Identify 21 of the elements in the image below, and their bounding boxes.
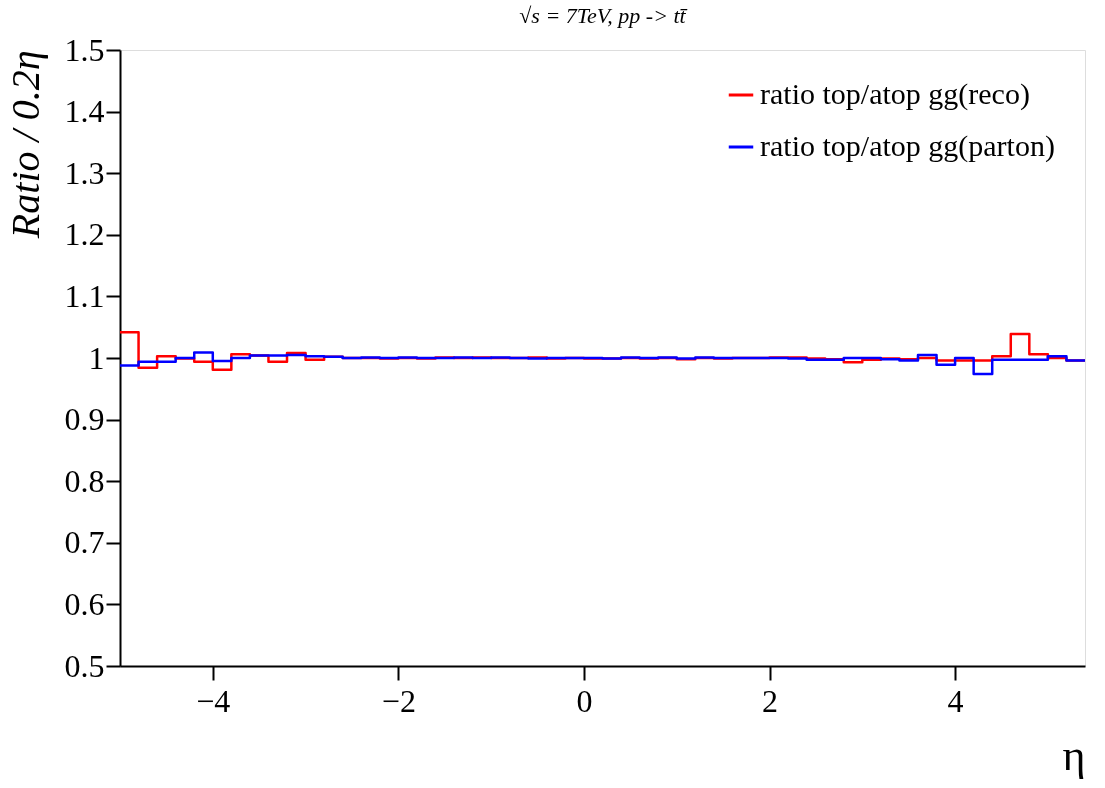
y-tick-label: 1.5 [64,31,105,68]
y-tick-label: 0.6 [64,585,105,622]
x-tick-label: −2 [381,682,416,719]
y-tick-label: 1.4 [64,93,105,130]
y-tick-label: 1 [88,339,105,376]
y-tick-label: 0.5 [64,647,105,684]
y-axis-title: Ratio / 0.2η [2,50,48,240]
y-tick-label: 1.2 [64,216,105,253]
y-tick-label: 1.1 [64,277,105,314]
y-tick-label: 1.3 [64,154,105,191]
x-tick-label: 2 [762,682,779,719]
legend-label: ratio top/atop gg(reco) [760,77,1030,111]
y-tick-label: 0.7 [64,524,105,561]
x-tick-label: −4 [196,682,231,719]
y-tick-label: 0.8 [64,462,105,499]
chart-title: √s = 7TeV, pp -> tt̄ [519,3,689,28]
y-tick-label: 0.9 [64,401,105,438]
legend-label: ratio top/atop gg(parton) [760,129,1055,163]
x-tick-label: 4 [947,682,964,719]
x-axis-title: η [1062,730,1086,780]
x-tick-label: 0 [576,682,593,719]
